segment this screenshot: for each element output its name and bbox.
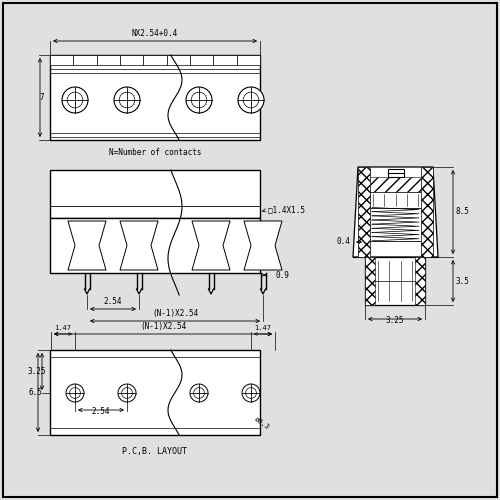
Bar	[50, 55, 74, 65]
Text: 3.5: 3.5	[456, 276, 470, 285]
Bar	[77, 227, 97, 264]
Bar	[201, 227, 221, 264]
Circle shape	[62, 87, 88, 113]
Text: 2.54: 2.54	[92, 407, 110, 416]
Bar	[50, 350, 260, 435]
Circle shape	[66, 384, 84, 402]
Text: 0.9: 0.9	[276, 270, 289, 280]
Text: 7: 7	[40, 93, 44, 102]
Bar	[120, 55, 144, 65]
Bar	[236, 55, 260, 65]
Bar	[365, 257, 425, 305]
Bar	[415, 257, 425, 305]
Bar	[166, 55, 190, 65]
Text: 3.25: 3.25	[386, 316, 404, 325]
Bar	[50, 218, 260, 273]
Bar	[388, 169, 404, 177]
Bar	[358, 167, 370, 257]
Text: ø0.3: ø0.3	[253, 416, 270, 430]
Polygon shape	[244, 221, 282, 270]
Bar	[421, 167, 433, 257]
Text: 0.4: 0.4	[336, 238, 350, 246]
Bar	[144, 55, 167, 65]
Bar	[214, 55, 236, 65]
Polygon shape	[120, 221, 158, 270]
Text: (N-1)X2.54: (N-1)X2.54	[140, 322, 186, 331]
Circle shape	[186, 87, 212, 113]
Circle shape	[114, 87, 140, 113]
Bar	[50, 55, 260, 140]
Text: NX2.54+0.4: NX2.54+0.4	[132, 29, 178, 38]
Text: □1.4X1.5: □1.4X1.5	[268, 206, 305, 214]
Text: 2.54: 2.54	[104, 297, 122, 306]
Text: N=Number of contacts: N=Number of contacts	[109, 148, 201, 157]
Bar	[50, 170, 260, 218]
Polygon shape	[192, 221, 230, 270]
Bar	[190, 55, 214, 65]
Bar	[253, 227, 273, 264]
Bar	[129, 227, 149, 264]
Circle shape	[242, 384, 260, 402]
Text: 6.5: 6.5	[28, 388, 42, 397]
Bar	[96, 55, 120, 65]
Circle shape	[238, 87, 264, 113]
Polygon shape	[68, 221, 106, 270]
Bar	[370, 177, 421, 192]
Text: (N-1)X2.54: (N-1)X2.54	[152, 309, 198, 318]
Text: 3.25: 3.25	[28, 367, 46, 376]
Bar	[365, 257, 375, 305]
Text: 1.47: 1.47	[254, 325, 272, 331]
Text: 1.47: 1.47	[54, 325, 72, 331]
Circle shape	[118, 384, 136, 402]
Text: P.C,B. LAYOUT: P.C,B. LAYOUT	[122, 447, 188, 456]
Polygon shape	[353, 167, 438, 257]
Bar	[74, 55, 96, 65]
Text: 8.5: 8.5	[456, 208, 470, 216]
Circle shape	[190, 384, 208, 402]
